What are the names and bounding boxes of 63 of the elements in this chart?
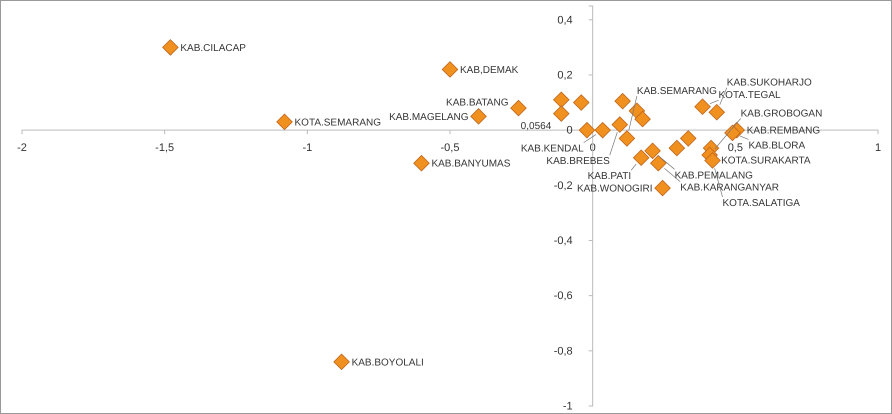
annotation: KAB.BATANG — [446, 98, 509, 109]
point — [694, 98, 711, 115]
x-tick-label: -2 — [17, 142, 27, 154]
x-tick-label: 0 — [590, 142, 596, 154]
x-tick-label: -1,5 — [155, 142, 174, 154]
annotation: KAB.CILACAP — [180, 42, 246, 54]
point — [333, 354, 350, 370]
y-tick-label: 0 — [566, 124, 573, 137]
x-tick-label: -1 — [302, 142, 312, 154]
y-tick-label: -0,8 — [554, 345, 573, 358]
annotation: KAB.MAGELANG — [389, 112, 469, 123]
point — [654, 180, 671, 196]
point — [413, 155, 430, 172]
point — [442, 61, 458, 78]
point — [708, 104, 725, 120]
point — [573, 94, 590, 111]
point — [470, 108, 487, 124]
annotation: KAB.SEMARANG — [636, 86, 718, 97]
annotation: KAB.PEMALANG — [674, 170, 754, 182]
annotation: KAB.WONOGIRI — [577, 184, 653, 195]
annotation: KOTA.SEMARANG — [294, 117, 382, 128]
point — [680, 130, 696, 147]
annotation: KAB.REMBANG — [746, 126, 820, 137]
y-tick-label: 0,2 — [557, 69, 573, 82]
y-tick-label: -0,2 — [554, 180, 573, 192]
point — [276, 114, 293, 130]
annotation: KAB.BOYOLALI — [352, 357, 424, 368]
point — [650, 155, 666, 172]
point — [704, 152, 721, 169]
x-tick-label: 0,5 — [728, 142, 743, 154]
y-tick-label: -1 — [562, 400, 573, 413]
annotation: KAB.BREBES — [546, 156, 610, 168]
annotation: KAB.KENDAL — [520, 144, 584, 155]
point — [578, 122, 596, 138]
annotation: KAB.SUKOHARJO — [726, 78, 812, 89]
x-tick-label: 1 — [874, 142, 882, 154]
annotation: KOTA.TEGAL — [718, 90, 782, 102]
point — [553, 92, 570, 108]
annotation: KAB,DEMAK — [460, 64, 519, 76]
point — [594, 122, 611, 138]
point — [644, 142, 661, 159]
annotation: KAB.KARANGANYAR — [680, 182, 780, 194]
point — [668, 140, 685, 156]
point — [510, 100, 527, 116]
y-tick-label: -0,6 — [554, 290, 573, 302]
annotation: KOTA.SALATIGA — [722, 198, 800, 209]
point — [618, 130, 636, 147]
y-tick-label: -0,4 — [554, 235, 573, 248]
y-tick-label: 0,4 — [557, 14, 573, 26]
point — [162, 39, 179, 56]
point — [634, 110, 651, 128]
point — [614, 93, 631, 110]
point — [612, 116, 628, 133]
annotation: 0,0564 — [520, 121, 552, 132]
annotation: KOTA.SURAKARTA — [721, 156, 811, 167]
point — [633, 150, 650, 166]
annotation: KAB.PATI — [588, 171, 632, 182]
point — [724, 124, 741, 142]
annotation: KAB.BLORA — [748, 140, 806, 152]
annotation: KAB.BANYUMAS — [431, 158, 511, 170]
annotation: KAB.GROBOGAN — [740, 108, 822, 120]
point — [553, 105, 570, 122]
x-tick-label: -0,5 — [440, 142, 460, 154]
